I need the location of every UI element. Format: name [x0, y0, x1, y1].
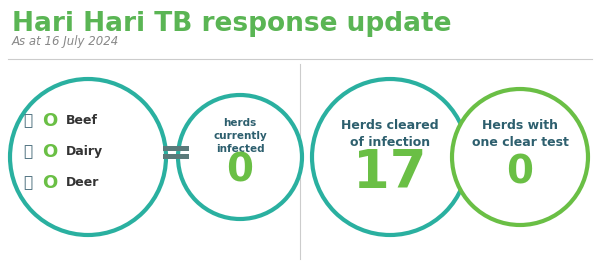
FancyBboxPatch shape — [163, 146, 189, 150]
FancyBboxPatch shape — [163, 154, 189, 158]
Circle shape — [178, 95, 302, 219]
Text: Beef: Beef — [66, 115, 98, 128]
Text: O: O — [43, 143, 58, 161]
Text: Herds with
one clear test: Herds with one clear test — [472, 119, 568, 149]
Circle shape — [452, 89, 588, 225]
Text: Hari Hari TB response update: Hari Hari TB response update — [12, 11, 452, 37]
Text: O: O — [43, 174, 58, 192]
Circle shape — [10, 79, 166, 235]
Text: 🐄: 🐄 — [23, 144, 32, 160]
Text: 0: 0 — [227, 152, 254, 190]
Text: 🦌: 🦌 — [23, 175, 32, 190]
Text: 0: 0 — [506, 153, 533, 191]
Text: 17: 17 — [353, 147, 427, 199]
Text: As at 16 July 2024: As at 16 July 2024 — [12, 35, 119, 48]
Text: herds
currently
infected: herds currently infected — [213, 118, 267, 154]
Text: Deer: Deer — [66, 176, 100, 189]
Text: Dairy: Dairy — [66, 146, 103, 158]
Text: ▮: ▮ — [21, 109, 35, 133]
Text: O: O — [43, 112, 58, 130]
Text: Herds cleared
of infection: Herds cleared of infection — [341, 119, 439, 149]
Circle shape — [312, 79, 468, 235]
Text: 🐃: 🐃 — [23, 114, 32, 129]
